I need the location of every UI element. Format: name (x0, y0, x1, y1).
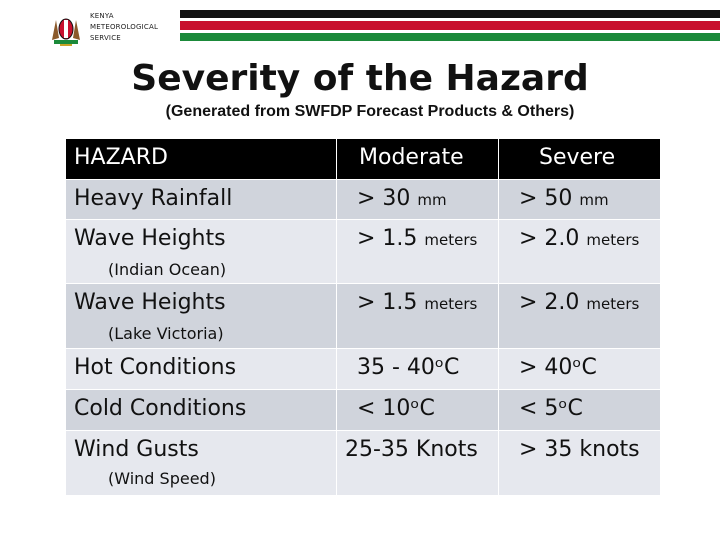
hazard-label: Heavy Rainfall (74, 186, 233, 211)
severe-value: > 2.0 (519, 290, 580, 315)
hazard-label: Wave Heights (74, 290, 226, 315)
hazard-label: Wind Gusts (74, 437, 199, 462)
moderate-cell: < 10ᵒC (337, 390, 498, 430)
page-subtitle: (Generated from SWFDP Forecast Products … (165, 103, 575, 120)
header-moderate: Moderate (337, 139, 498, 179)
table-row: Wave Heights (Lake Victoria) (66, 284, 336, 348)
moderate-unit: meters (424, 231, 478, 249)
org-line-3: SERVICE (90, 34, 121, 42)
coat-of-arms-logo (52, 18, 80, 46)
severe-value: > 2.0 (519, 226, 580, 251)
hazard-note: (Wind Speed) (108, 469, 216, 488)
moderate-value: > 30 (357, 186, 411, 211)
severe-cell: > 50 mm (499, 180, 660, 219)
table-row: Hot Conditions (66, 349, 336, 389)
severe-cell: < 5ᵒC (499, 390, 660, 430)
severe-value: > 40ᵒC (519, 355, 597, 380)
header-moderate-label: Moderate (359, 145, 464, 170)
hazard-note: (Lake Victoria) (108, 324, 224, 343)
flag-stripe-white (180, 18, 720, 21)
table-row: Heavy Rainfall (66, 180, 336, 219)
moderate-value: > 1.5 (357, 290, 418, 315)
organization-name: KENYA METEOROLOGICAL SERVICE (90, 11, 158, 44)
flag-stripe-white (180, 30, 720, 33)
table-row: Wave Heights (Indian Ocean) (66, 220, 336, 283)
severe-unit: meters (586, 231, 640, 249)
page-title: Severity of the Hazard (131, 58, 589, 99)
hazard-label: Cold Conditions (74, 396, 247, 421)
hazard-note: (Indian Ocean) (108, 260, 227, 279)
header-severe-label: Severe (539, 145, 616, 170)
severe-value: < 5ᵒC (519, 396, 583, 421)
hazard-severity-table: HAZARD Moderate Severe Heavy Rainfall > … (66, 139, 660, 495)
org-line-2: METEOROLOGICAL (90, 23, 159, 31)
severe-unit: mm (579, 191, 609, 209)
flag-stripe-red (180, 21, 720, 30)
header-severe: Severe (499, 139, 660, 179)
hazard-label: Wave Heights (74, 226, 226, 251)
severe-cell: > 2.0 meters (499, 284, 660, 348)
flag-stripe-black (180, 10, 720, 18)
flag-stripe-green (180, 33, 720, 41)
moderate-cell: > 30 mm (337, 180, 498, 219)
hazard-label: Hot Conditions (74, 355, 237, 380)
table-row: Cold Conditions (66, 390, 336, 430)
severe-cell: > 35 knots (499, 431, 660, 495)
moderate-unit: meters (424, 295, 478, 313)
severe-value: > 35 knots (519, 437, 640, 462)
moderate-value: > 1.5 (357, 226, 418, 251)
org-line-1: KENYA (90, 12, 114, 20)
moderate-value: 35 - 40ᵒC (357, 355, 460, 380)
severe-cell: > 40ᵒC (499, 349, 660, 389)
header-hazard: HAZARD (66, 139, 336, 179)
moderate-cell: > 1.5 meters (337, 220, 498, 283)
moderate-value: 25-35 Knots (345, 437, 478, 462)
table-row: Wind Gusts (Wind Speed) (66, 431, 336, 495)
severe-cell: > 2.0 meters (499, 220, 660, 283)
moderate-value: < 10ᵒC (357, 396, 435, 421)
moderate-cell: 35 - 40ᵒC (337, 349, 498, 389)
moderate-unit: mm (417, 191, 447, 209)
moderate-cell: 25-35 Knots (337, 431, 498, 495)
moderate-cell: > 1.5 meters (337, 284, 498, 348)
severe-value: > 50 (519, 186, 573, 211)
header-hazard-label: HAZARD (74, 145, 168, 170)
severe-unit: meters (586, 295, 640, 313)
